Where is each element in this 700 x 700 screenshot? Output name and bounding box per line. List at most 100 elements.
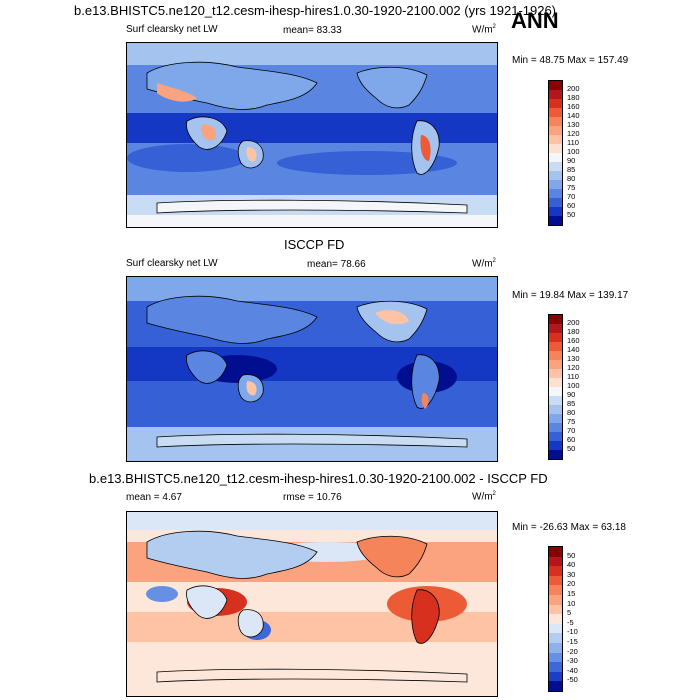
colorbar-tick-label: 30 bbox=[567, 569, 576, 579]
colorbar-tick-label: 120 bbox=[567, 129, 580, 138]
colorbar-segment bbox=[549, 90, 562, 99]
panel3-rmse: rmse = 10.76 bbox=[283, 492, 342, 503]
panel2-min-label: Min = bbox=[512, 290, 537, 301]
panel1-min-value: 48.75 bbox=[539, 55, 565, 66]
colorbar-tick-label: 160 bbox=[567, 336, 580, 345]
colorbar-segment bbox=[549, 351, 562, 360]
colorbar-segment bbox=[549, 333, 562, 342]
colorbar-segment bbox=[549, 450, 562, 459]
panel1-minmax: Min = 48.75 Max = 157.49 bbox=[512, 55, 628, 66]
colorbar-segment bbox=[549, 180, 562, 189]
colorbar-tick-label: -15 bbox=[567, 637, 578, 646]
colorbar-tick-label: -10 bbox=[567, 627, 578, 637]
colorbar-segment bbox=[549, 99, 562, 108]
panel1-mean: mean= 83.33 bbox=[283, 25, 342, 36]
colorbar-tick-label: 15 bbox=[567, 589, 576, 598]
colorbar-tick-label: 80 bbox=[567, 174, 576, 183]
colorbar-segment bbox=[549, 432, 562, 441]
panel3-rmse-value: 10.76 bbox=[316, 492, 342, 503]
colorbar-tick-label: 85 bbox=[567, 165, 576, 174]
colorbar-tick-label: 160 bbox=[567, 102, 580, 111]
colorbar-segment bbox=[549, 547, 562, 557]
panel1-variable: Surf clearsky net LW bbox=[126, 24, 218, 35]
panel1-units-exp: 2 bbox=[492, 24, 496, 30]
panel2-title: ISCCP FD bbox=[284, 237, 345, 252]
colorbar-tick-label: 110 bbox=[567, 372, 579, 381]
colorbar-segment bbox=[549, 162, 562, 171]
colorbar-tick-label: 130 bbox=[567, 354, 580, 363]
colorbar-segment bbox=[549, 126, 562, 135]
colorbar-segment bbox=[549, 198, 562, 207]
panel1-max-value: 157.49 bbox=[597, 55, 629, 66]
colorbar-segment bbox=[549, 681, 562, 691]
colorbar-tick-label: 180 bbox=[567, 93, 580, 102]
colorbar-segment bbox=[549, 405, 562, 414]
colorbar-segment bbox=[549, 642, 562, 653]
panel3-mean-value: 4.67 bbox=[162, 492, 182, 503]
colorbar-segment bbox=[549, 414, 562, 423]
panel3-map bbox=[126, 511, 498, 697]
colorbar-segment bbox=[549, 633, 562, 643]
panel3-min-value: -26.63 bbox=[539, 522, 568, 533]
panel2-max-label: Max = bbox=[567, 290, 595, 301]
colorbar-tick-label: -40 bbox=[567, 665, 578, 675]
panel3-max-value: 63.18 bbox=[600, 522, 626, 533]
colorbar-segment bbox=[549, 108, 562, 117]
colorbar-tick-label: -20 bbox=[567, 646, 578, 656]
colorbar-tick-label: 50 bbox=[567, 210, 576, 219]
colorbar-segment bbox=[549, 614, 562, 624]
colorbar-tick-label: 100 bbox=[567, 381, 580, 390]
panel2-variable: Surf clearsky net LW bbox=[126, 258, 218, 269]
colorbar-segment bbox=[549, 594, 562, 605]
colorbar-segment bbox=[549, 396, 562, 405]
colorbar-tick-label: 50 bbox=[567, 550, 576, 560]
panel2-units-base: W/m bbox=[472, 258, 493, 270]
panel1-colorbar bbox=[548, 80, 563, 226]
colorbar-tick-label: 75 bbox=[567, 183, 576, 192]
colorbar-segment bbox=[549, 566, 562, 576]
colorbar-segment bbox=[549, 441, 562, 450]
colorbar-tick-label: 80 bbox=[567, 408, 576, 417]
panel2-mean-value: 78.66 bbox=[340, 259, 366, 270]
panel3-units: W/m2 bbox=[472, 491, 496, 502]
colorbar-segment bbox=[549, 342, 562, 351]
colorbar-tick-label: -30 bbox=[567, 656, 578, 666]
panel2-units: W/m2 bbox=[472, 258, 496, 269]
colorbar-segment bbox=[549, 652, 562, 663]
season-label: ANN bbox=[511, 8, 559, 33]
colorbar-tick-label: 5 bbox=[567, 608, 572, 618]
colorbar-segment bbox=[549, 423, 562, 432]
colorbar-tick-label: 75 bbox=[567, 417, 576, 426]
panel2-units-exp: 2 bbox=[492, 258, 496, 264]
panel1-mean-value: 83.33 bbox=[316, 25, 342, 36]
panel2-minmax: Min = 19.84 Max = 139.17 bbox=[512, 290, 628, 301]
panel1-mean-label: mean= bbox=[283, 25, 314, 36]
panel2-map bbox=[126, 276, 498, 462]
colorbar-tick-label: 70 bbox=[567, 426, 576, 435]
colorbar-tick-label: 90 bbox=[567, 390, 576, 399]
colorbar-segment bbox=[549, 556, 562, 567]
panel3-rmse-label: rmse = bbox=[283, 492, 314, 503]
colorbar-segment bbox=[549, 117, 562, 126]
panel3-min-label: Min = bbox=[512, 522, 537, 533]
colorbar-segment bbox=[549, 378, 562, 387]
colorbar-tick-label: 50 bbox=[567, 444, 576, 453]
panel2-mean: mean= 78.66 bbox=[307, 259, 366, 270]
panel2-colorbar bbox=[548, 314, 563, 460]
colorbar-tick-label: 140 bbox=[567, 111, 580, 120]
panel3-units-exp: 2 bbox=[492, 491, 496, 497]
colorbar-tick-label: 85 bbox=[567, 399, 576, 408]
colorbar-segment bbox=[549, 189, 562, 198]
colorbar-segment bbox=[549, 387, 562, 396]
colorbar-segment bbox=[549, 662, 562, 672]
panel3-units-base: W/m bbox=[472, 491, 493, 503]
panel3-title: b.e13.BHISTC5.ne120_t12.cesm-ihesp-hires… bbox=[89, 471, 548, 486]
colorbar-tick-label: 200 bbox=[567, 84, 580, 93]
colorbar-tick-label: -50 bbox=[567, 675, 578, 685]
colorbar-tick-label: 140 bbox=[567, 345, 580, 354]
panel1-map bbox=[126, 42, 498, 228]
panel3-max-label: Max = bbox=[570, 522, 599, 533]
colorbar-tick-label: 40 bbox=[567, 560, 576, 570]
panel1-max-label: Max = bbox=[567, 55, 595, 66]
colorbar-tick-label: 20 bbox=[567, 579, 576, 589]
